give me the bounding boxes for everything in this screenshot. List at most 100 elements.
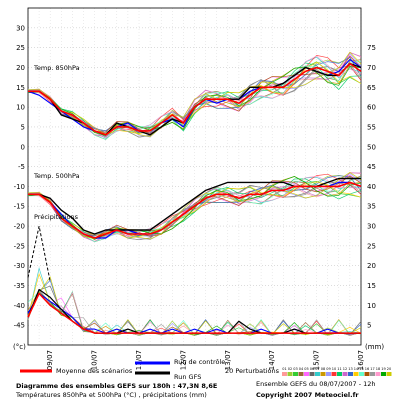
legend-pert-swatch-10 xyxy=(331,372,337,376)
legend-pert-swatch-15 xyxy=(359,372,364,376)
plot-frame xyxy=(27,7,362,346)
t850-mean-line xyxy=(28,62,362,136)
t500-mean-line xyxy=(28,181,362,239)
t500-perturbation-11 xyxy=(27,178,362,239)
right-tick-15: 15 xyxy=(367,282,376,290)
left-tick--35: -35 xyxy=(14,282,25,290)
legend-pert-swatch-07 xyxy=(315,372,320,376)
legend-pert-swatch-17 xyxy=(370,372,375,376)
right-tick-55: 55 xyxy=(367,123,376,131)
legend-pert-id-10: 10 xyxy=(332,367,336,371)
chart-title: Diagramme des ensembles GEFS sur 180h : … xyxy=(16,382,217,390)
legend: Moyenne des scénarios Run de contrôle Ru… xyxy=(20,358,392,381)
right-tick-60: 60 xyxy=(367,104,376,112)
legend-pert-id-11: 11 xyxy=(337,367,341,371)
x-tick-12-07: 12/07 xyxy=(179,350,187,370)
right-tick-45: 45 xyxy=(367,163,376,171)
x-tick-14-07: 14/07 xyxy=(268,350,276,370)
legend-pert-swatch-02 xyxy=(287,372,293,376)
t850-perturbation-18 xyxy=(27,55,362,139)
legend-pert-id-17: 17 xyxy=(370,367,374,371)
legend-pert-swatch-14 xyxy=(353,372,359,376)
x-tick-15-07: 15/07 xyxy=(313,350,321,370)
left-tick-15: 15 xyxy=(16,84,25,92)
x-tick-13-07: 13/07 xyxy=(224,350,232,370)
legend-pert-id-07: 07 xyxy=(315,367,319,371)
left-tick-0: 0 xyxy=(21,143,25,151)
right-unit: (mm) xyxy=(365,343,384,351)
legend-pert-swatch-05 xyxy=(304,372,309,376)
legend-perturbation-swatches: 01 02 03 04 05 06 07 08 09 10 11 12 13 14 15 16 17 18 19 20 xyxy=(282,367,392,376)
legend-pert-id-13: 13 xyxy=(348,367,352,371)
right-tick-75: 75 xyxy=(367,44,376,52)
left-tick--25: -25 xyxy=(14,242,25,250)
legend-pert-swatch-19 xyxy=(381,372,386,376)
legend-pert-id-06: 06 xyxy=(310,367,314,371)
legend-pert-id-01: 01 xyxy=(282,367,286,371)
legend-pert-id-02: 02 xyxy=(288,367,292,371)
main-series-lines xyxy=(27,58,362,334)
right-tick-20: 20 xyxy=(367,262,376,270)
label-precip: Précipitations xyxy=(34,213,79,221)
legend-pert-id-18: 18 xyxy=(376,367,380,371)
legend-pert-swatch-12 xyxy=(342,372,348,376)
legend-pert-swatch-09 xyxy=(326,372,331,376)
legend-pert-id-04: 04 xyxy=(299,367,304,371)
legend-mean: Moyenne des scénarios xyxy=(56,367,133,375)
left-tick--20: -20 xyxy=(14,223,25,231)
left-tick-25: 25 xyxy=(16,44,25,52)
precip-gfs-spike xyxy=(27,225,51,282)
left-tick--15: -15 xyxy=(14,203,25,211)
left-tick--30: -30 xyxy=(14,262,25,270)
right-tick-40: 40 xyxy=(367,183,376,191)
t850-perturbation-11 xyxy=(27,62,362,138)
legend-pert-swatch-04 xyxy=(298,372,304,376)
legend-pert-swatch-16 xyxy=(364,372,370,376)
legend-pert-swatch-06 xyxy=(309,372,315,376)
right-tick-5: 5 xyxy=(367,322,371,330)
legend-control: Run de contrôle xyxy=(174,358,225,366)
right-tick-35: 35 xyxy=(367,203,376,211)
left-tick-20: 20 xyxy=(16,64,25,72)
x-tick-16-07: 16/07 xyxy=(357,350,365,370)
copyright: Copyright 2007 Meteociel.fr xyxy=(256,391,359,399)
legend-pert-id-05: 05 xyxy=(304,367,308,371)
x-tick-10-07: 10/07 xyxy=(91,350,99,370)
tick-labels: 302520151050-5-10-15-20-25-30-35-40-4575… xyxy=(14,24,376,370)
legend-perturbations: 20 Perturbations xyxy=(225,367,280,375)
legend-pert-swatch-08 xyxy=(320,372,326,376)
legend-pert-swatch-11 xyxy=(337,372,342,376)
right-tick-65: 65 xyxy=(367,84,376,92)
axes xyxy=(27,7,362,346)
right-tick-70: 70 xyxy=(367,64,376,72)
legend-gfs: Run GFS xyxy=(174,373,201,381)
legend-pert-id-19: 19 xyxy=(381,367,385,371)
legend-pert-swatch-20 xyxy=(386,372,392,376)
legend-pert-swatch-01 xyxy=(282,372,287,376)
left-tick--5: -5 xyxy=(18,163,25,171)
precip-mean-line xyxy=(27,292,361,334)
t850-perturbation-20 xyxy=(27,51,362,137)
legend-pert-id-12: 12 xyxy=(343,367,347,371)
legend-pert-id-15: 15 xyxy=(359,367,363,371)
left-tick--40: -40 xyxy=(14,302,25,310)
label-t850: Temp. 850hPa xyxy=(33,64,80,72)
right-tick-10: 10 xyxy=(367,302,376,310)
x-tick-11-07: 11/07 xyxy=(135,350,143,370)
x-tick-09-07: 09/07 xyxy=(46,350,54,370)
left-tick-30: 30 xyxy=(16,24,25,32)
legend-pert-swatch-13 xyxy=(348,372,353,376)
precip-perturbation-20 xyxy=(27,276,362,336)
t500-perturbation-12 xyxy=(27,172,362,242)
legend-pert-id-20: 20 xyxy=(387,367,391,371)
legend-pert-id-09: 09 xyxy=(326,367,330,371)
right-tick-25: 25 xyxy=(367,242,376,250)
legend-pert-id-03: 03 xyxy=(293,367,297,371)
legend-pert-swatch-18 xyxy=(375,372,381,376)
legend-pert-swatch-03 xyxy=(293,372,298,376)
legend-pert-id-14: 14 xyxy=(354,367,359,371)
legend-pert-id-16: 16 xyxy=(365,367,369,371)
left-tick--45: -45 xyxy=(14,322,25,330)
legend-pert-id-08: 08 xyxy=(321,367,325,371)
